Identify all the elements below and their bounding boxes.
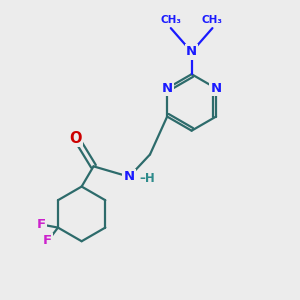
Text: –H: –H xyxy=(140,172,155,185)
Text: F: F xyxy=(37,218,46,231)
Text: O: O xyxy=(69,130,82,146)
Text: N: N xyxy=(124,170,135,183)
Text: CH₃: CH₃ xyxy=(160,15,181,25)
Text: F: F xyxy=(43,235,52,248)
Text: N: N xyxy=(211,82,222,95)
Text: N: N xyxy=(186,45,197,58)
Text: CH₃: CH₃ xyxy=(202,15,223,25)
Text: N: N xyxy=(162,82,173,95)
